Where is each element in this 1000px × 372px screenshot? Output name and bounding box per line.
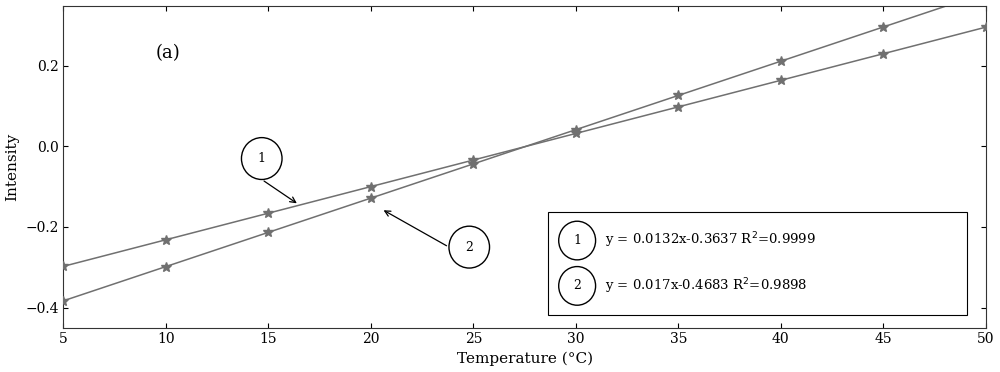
Text: (a): (a) xyxy=(156,44,180,62)
Text: 1: 1 xyxy=(258,152,266,165)
Text: 1: 1 xyxy=(573,234,581,247)
Text: 2: 2 xyxy=(465,241,473,254)
Text: y = 0.017x-0.4683 R$^2$=0.9898: y = 0.017x-0.4683 R$^2$=0.9898 xyxy=(605,276,807,296)
Text: 2: 2 xyxy=(573,279,581,292)
Y-axis label: Intensity: Intensity xyxy=(6,132,20,201)
Text: y = 0.0132x-0.3637 R$^2$=0.9999: y = 0.0132x-0.3637 R$^2$=0.9999 xyxy=(605,231,816,250)
FancyBboxPatch shape xyxy=(548,212,967,315)
X-axis label: Temperature (°C): Temperature (°C) xyxy=(457,352,593,366)
